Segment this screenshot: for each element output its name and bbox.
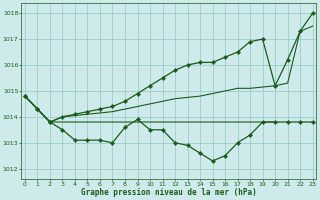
X-axis label: Graphe pression niveau de la mer (hPa): Graphe pression niveau de la mer (hPa) — [81, 188, 257, 197]
